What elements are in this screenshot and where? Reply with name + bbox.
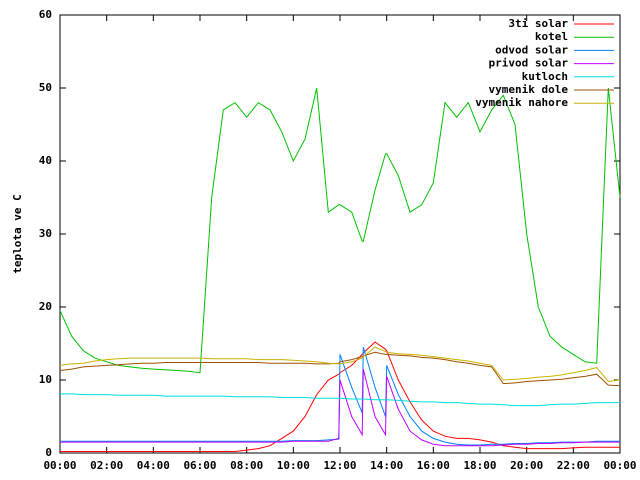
series-line [60, 393, 620, 407]
legend-label: kotel [535, 30, 568, 43]
legend-label: vymenik dole [489, 83, 569, 96]
x-tick-label: 06:00 [183, 459, 216, 472]
x-tick-label: 10:00 [277, 459, 310, 472]
y-tick-label: 60 [39, 8, 52, 21]
legend-label: 3ti solar [508, 17, 568, 30]
y-tick-label: 30 [39, 227, 52, 240]
x-tick-label: 14:00 [370, 459, 403, 472]
series-line [60, 341, 620, 452]
x-tick-label: 18:00 [463, 459, 496, 472]
x-tick-label: 04:00 [137, 459, 170, 472]
series-line [59, 87, 621, 374]
x-tick-label: 22:00 [557, 459, 590, 472]
x-tick-label: 00:00 [43, 459, 76, 472]
x-tick-label: 02:00 [90, 459, 123, 472]
x-tick-label: 20:00 [510, 459, 543, 472]
legend-label: odvod solar [495, 43, 568, 56]
y-tick-label: 50 [39, 81, 52, 94]
x-tick-label: 00:00 [603, 459, 636, 472]
x-tick-label: 08:00 [230, 459, 263, 472]
x-tick-label: 16:00 [417, 459, 450, 472]
x-tick-label: 12:00 [323, 459, 356, 472]
legend-label: kutloch [522, 70, 568, 83]
y-axis-label: teplota ve C [11, 194, 24, 273]
series-line [60, 346, 620, 446]
y-tick-label: 0 [45, 446, 52, 459]
y-tick-label: 10 [39, 373, 52, 386]
series-line [59, 346, 621, 383]
legend-label: vymenik nahore [475, 96, 568, 109]
y-tick-label: 40 [39, 154, 52, 167]
legend-label: privod solar [489, 57, 569, 70]
y-tick-label: 20 [39, 300, 52, 313]
series-line [59, 351, 621, 387]
